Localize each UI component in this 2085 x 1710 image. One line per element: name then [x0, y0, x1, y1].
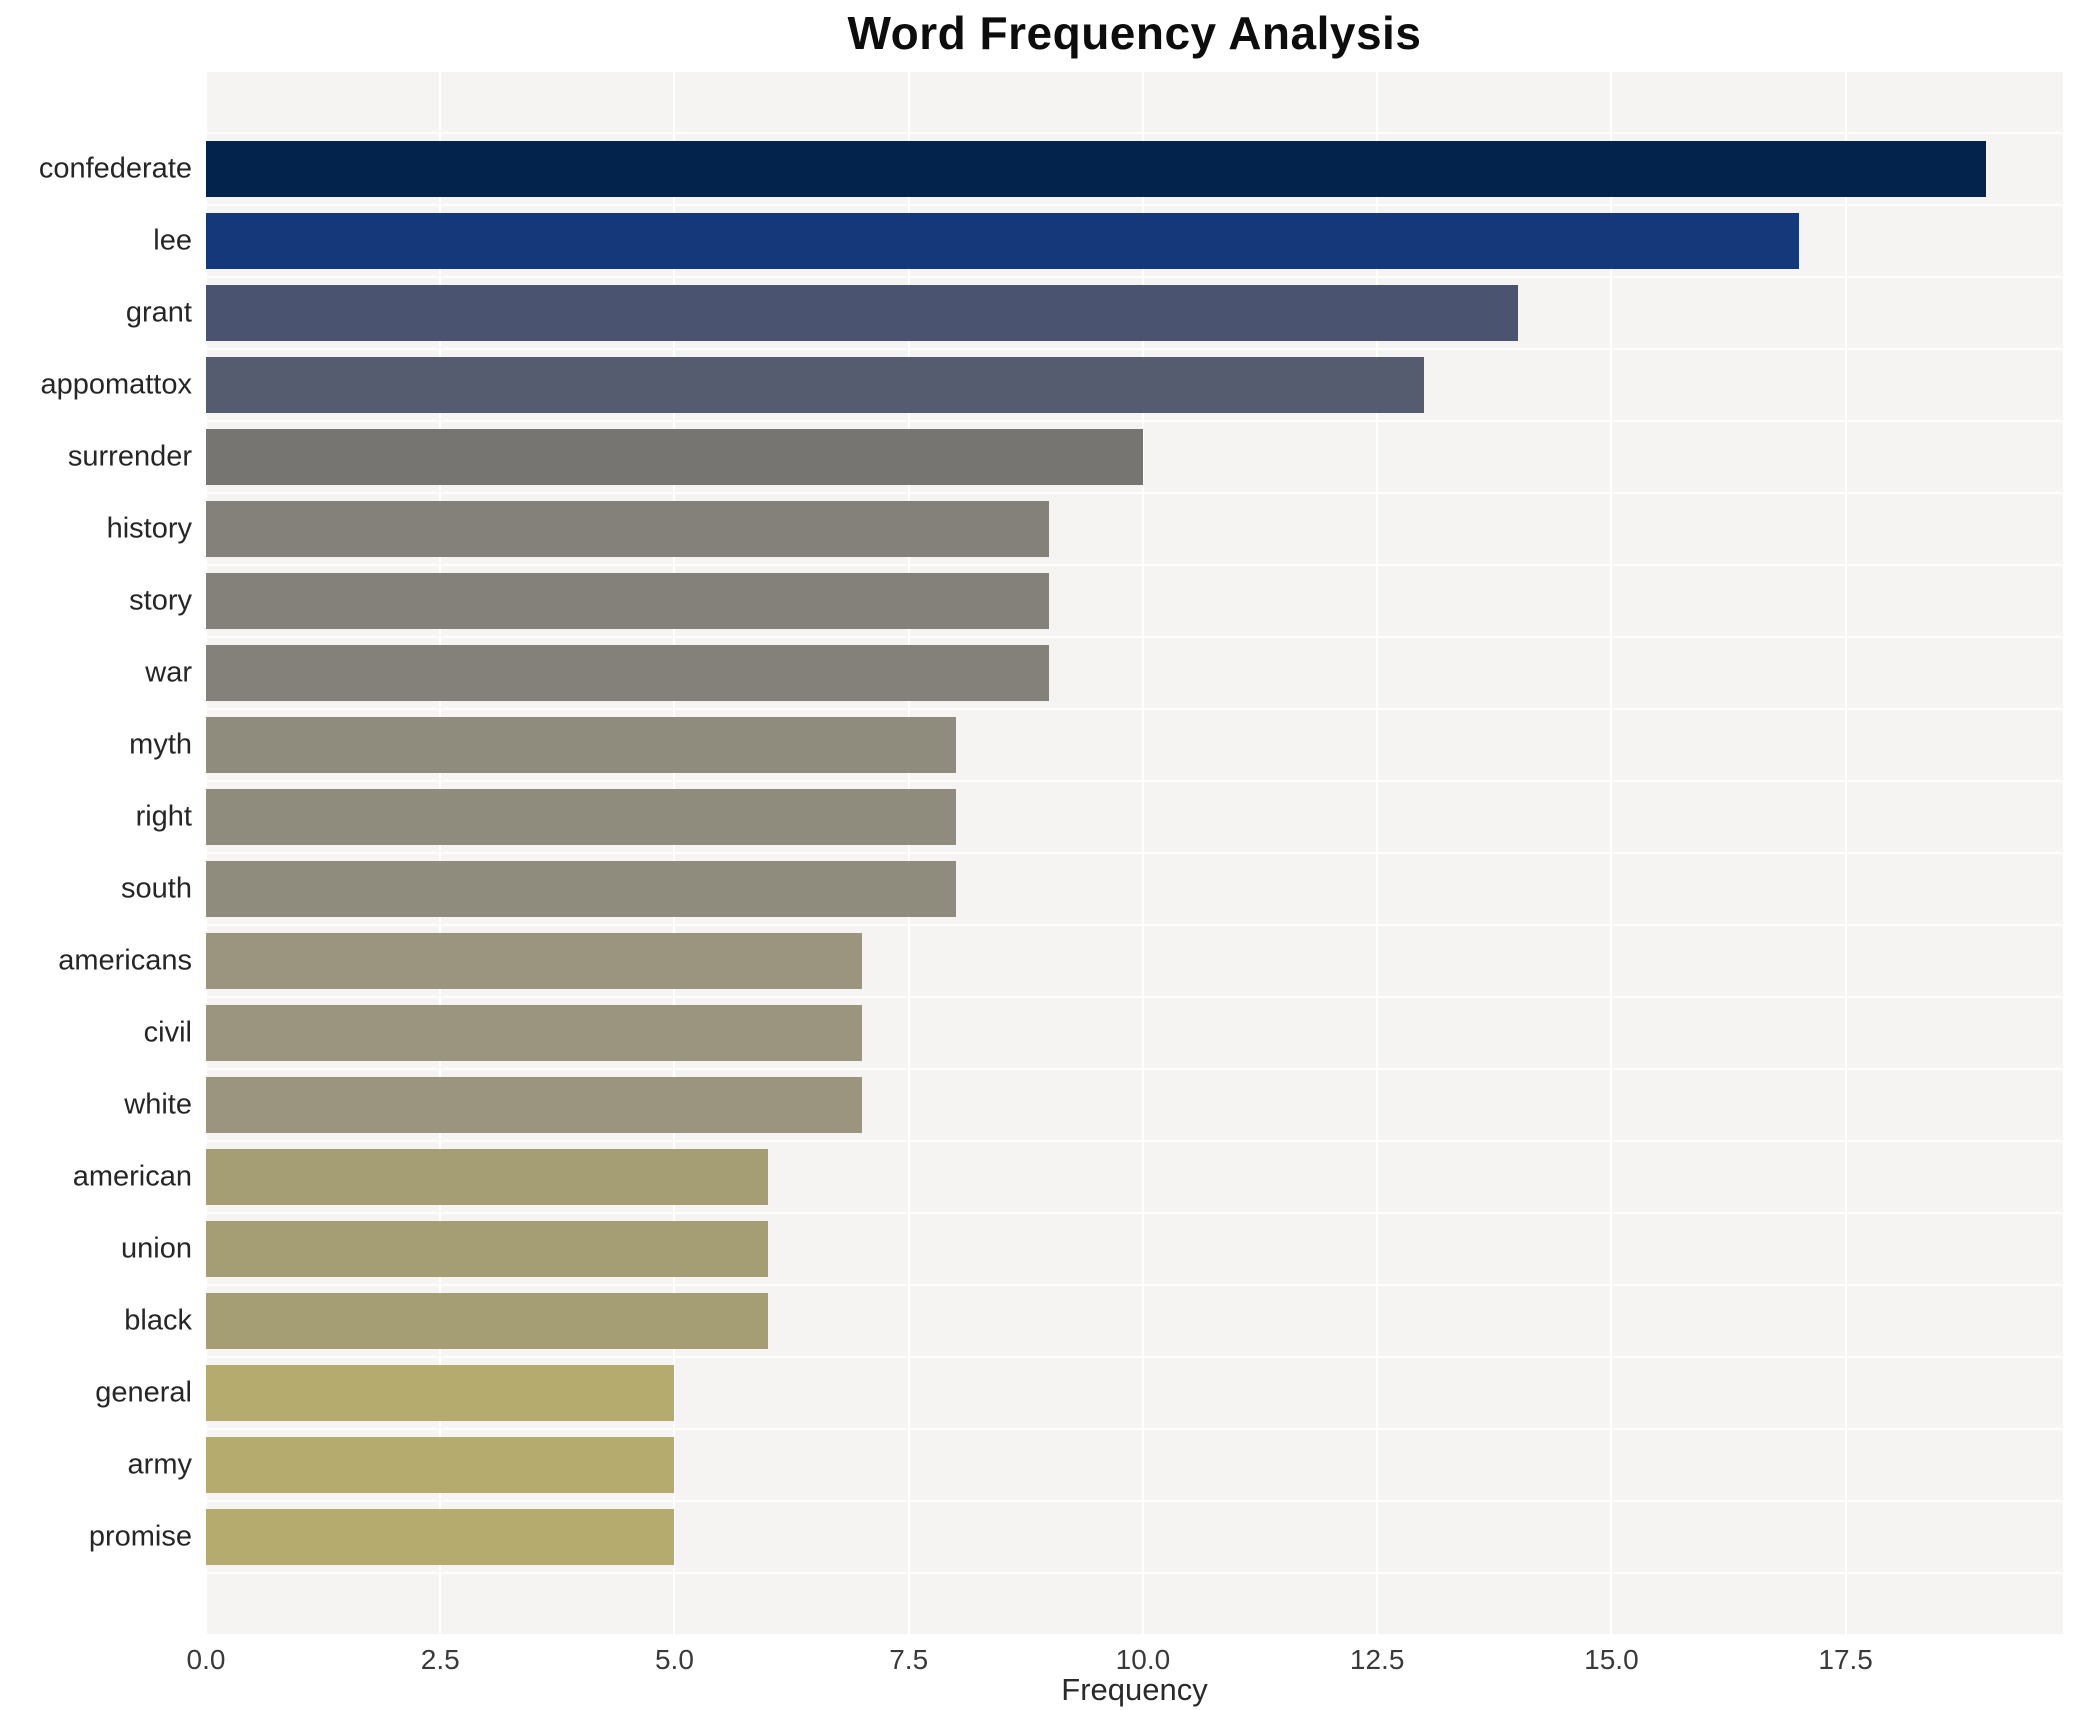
- row-boundary-line: [206, 924, 2063, 926]
- category-label-grant: grant: [125, 296, 192, 329]
- bar-war: [206, 645, 1050, 701]
- category-label-army: army: [127, 1448, 192, 1481]
- row-boundary-line: [206, 204, 2063, 206]
- category-label-civil: civil: [143, 1016, 192, 1049]
- bar-story: [206, 573, 1050, 629]
- category-label-south: south: [121, 872, 192, 905]
- bar-history: [206, 501, 1050, 557]
- bar-appomattox: [206, 357, 1424, 413]
- x-tick-label: 5.0: [654, 1644, 694, 1675]
- bar-black: [206, 1293, 769, 1349]
- category-label-history: history: [106, 512, 192, 545]
- bar-general: [206, 1365, 675, 1421]
- category-label-union: union: [121, 1232, 192, 1265]
- row-boundary-line: [206, 1068, 2063, 1070]
- row-boundary-line: [206, 1572, 2063, 1574]
- plot-area: [205, 72, 2063, 1634]
- category-label-surrender: surrender: [67, 440, 192, 473]
- row-boundary-line: [206, 348, 2063, 350]
- category-label-lee: lee: [153, 224, 192, 257]
- bar-lee: [206, 213, 1799, 269]
- row-boundary-line: [206, 492, 2063, 494]
- chart-title: Word Frequency Analysis: [847, 7, 1422, 59]
- row-boundary-line: [206, 996, 2063, 998]
- row-boundary-line: [206, 132, 2063, 134]
- bar-white: [206, 1077, 862, 1133]
- bar-surrender: [206, 429, 1143, 485]
- row-boundary-line: [206, 276, 2063, 278]
- category-label-general: general: [95, 1376, 192, 1409]
- row-boundary-line: [206, 1212, 2063, 1214]
- category-label-story: story: [129, 584, 192, 617]
- x-tick-label: 15.0: [1584, 1644, 1639, 1675]
- x-tick-label: 0.0: [186, 1644, 226, 1675]
- category-label-right: right: [135, 800, 192, 833]
- bar-union: [206, 1221, 769, 1277]
- x-tick-label: 2.5: [420, 1644, 460, 1675]
- category-label-myth: myth: [129, 728, 192, 761]
- bar-grant: [206, 285, 1518, 341]
- category-label-black: black: [124, 1304, 192, 1337]
- row-boundary-line: [206, 1428, 2063, 1430]
- row-boundary-line: [206, 1356, 2063, 1358]
- x-tick-label: 10.0: [1115, 1644, 1171, 1675]
- bar-right: [206, 789, 956, 845]
- row-boundary-line: [206, 852, 2063, 854]
- category-label-appomattox: appomattox: [40, 368, 192, 401]
- category-label-american: american: [72, 1160, 192, 1193]
- row-boundary-line: [206, 780, 2063, 782]
- bar-myth: [206, 717, 956, 773]
- bar-promise: [206, 1509, 675, 1565]
- row-boundary-line: [206, 1500, 2063, 1502]
- bar-confederate: [206, 141, 1987, 197]
- row-boundary-line: [206, 420, 2063, 422]
- category-label-americans: americans: [58, 944, 192, 977]
- category-label-promise: promise: [88, 1520, 192, 1553]
- row-boundary-line: [206, 564, 2063, 566]
- bar-american: [206, 1149, 769, 1205]
- row-boundary-line: [206, 708, 2063, 710]
- row-boundary-line: [206, 1140, 2063, 1142]
- bar-south: [206, 861, 956, 917]
- category-label-war: war: [145, 656, 192, 689]
- bar-civil: [206, 1005, 862, 1061]
- bar-army: [206, 1437, 675, 1493]
- y-axis-labels: confederate lee grant appomattox surrender hi…: [0, 72, 192, 1634]
- x-tick-label: 17.5: [1818, 1644, 1873, 1675]
- category-label-confederate: confederate: [38, 152, 192, 185]
- row-boundary-line: [206, 1284, 2063, 1286]
- bar-americans: [206, 933, 862, 989]
- row-boundary-line: [206, 636, 2063, 638]
- x-axis-title: Frequency: [1061, 1672, 1208, 1707]
- x-axis-ticks: 0.0 2.5 5.0 7.5 10.0 12.5 15.0 17.5: [187, 1644, 2063, 1684]
- x-tick-label: 7.5: [889, 1644, 929, 1675]
- x-tick-label: 12.5: [1349, 1644, 1405, 1675]
- category-label-white: white: [124, 1088, 192, 1121]
